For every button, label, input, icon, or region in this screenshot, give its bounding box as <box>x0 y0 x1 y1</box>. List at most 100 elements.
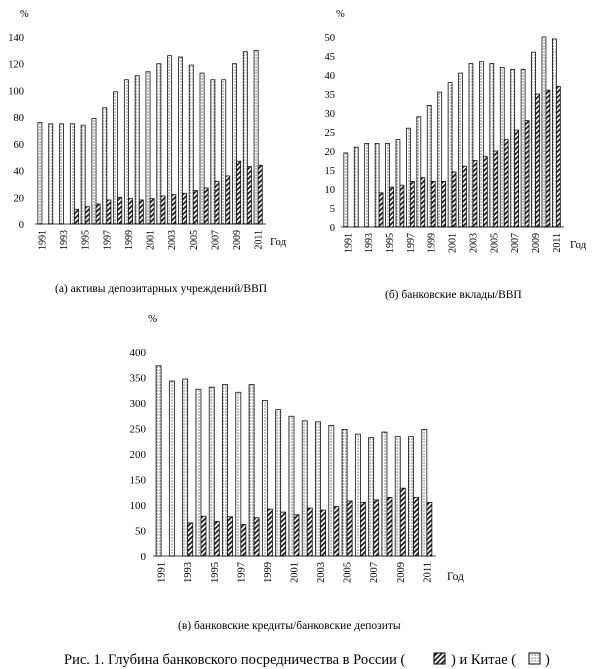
bar-russia <box>399 184 405 228</box>
bar-russia <box>413 496 419 557</box>
bar-china <box>91 118 97 225</box>
chart-panel-b: 0 5 10 15 20 25 30 35 40 45 50% Год (б) банковские в… <box>325 9 587 301</box>
bar-russia <box>280 511 287 557</box>
bar-russia <box>378 192 384 228</box>
bar-russia <box>386 496 393 557</box>
bar-russia <box>441 180 447 228</box>
y-axis-unit: % <box>336 9 345 20</box>
bar-russia <box>246 166 252 225</box>
x-tick-label: 1991 <box>157 562 168 583</box>
x-tick-label: 1993 <box>364 233 375 253</box>
x-tick-label: 2009 <box>396 562 407 583</box>
x-tick-label: 2003 <box>468 233 479 253</box>
x-tick-label: 2003 <box>167 230 178 250</box>
bar-russia <box>240 523 247 557</box>
bar-china <box>510 68 516 228</box>
y-tick-label: 0 <box>141 551 147 563</box>
x-tick-label: 2011 <box>552 233 563 253</box>
bar-china <box>395 139 401 228</box>
bar-russia <box>187 522 194 557</box>
bar-russia <box>482 156 488 228</box>
bar-russia <box>426 502 433 557</box>
bar-russia <box>95 203 101 225</box>
x-tick-label: 1997 <box>406 233 417 253</box>
y-tick-label: 50 <box>135 526 147 538</box>
x-tick-label: 2005 <box>343 562 354 583</box>
y-tick-label: 15 <box>325 166 336 177</box>
x-tick-label: 2005 <box>189 230 200 250</box>
bar-china <box>145 71 151 225</box>
bar-russia <box>236 160 242 225</box>
bar-russia <box>74 208 79 225</box>
bar-china <box>182 378 189 557</box>
legend-china-icon <box>528 652 541 665</box>
bar-china <box>208 386 215 557</box>
x-tick-label: 2007 <box>369 562 380 583</box>
x-tick-label: 1991 <box>37 230 48 250</box>
y-tick-label: 40 <box>14 167 25 178</box>
chart-panel-a: 0 20 40 60 80 100 120 140% Год (а) активы депозит… <box>8 9 286 295</box>
bar-russia <box>493 150 499 228</box>
x-tick-label: 1999 <box>263 562 274 583</box>
bar-china <box>341 429 348 557</box>
bar-china <box>552 38 557 228</box>
bar-china <box>195 388 202 557</box>
caption-mid: ) и Китае ( <box>451 652 516 668</box>
bar-russia <box>389 186 394 228</box>
bar-china <box>531 51 536 228</box>
y-tick-label: 80 <box>14 113 25 124</box>
x-tick-label: 2007 <box>510 233 521 253</box>
bar-china <box>80 124 86 225</box>
bar-china <box>437 91 443 228</box>
panel-title: (в) банковские кредиты/банковские депози… <box>178 620 401 632</box>
bar-china <box>221 79 227 225</box>
caption-end: ) <box>545 652 550 668</box>
bar-russia <box>545 89 551 228</box>
y-tick-label: 0 <box>330 223 335 234</box>
bar-russia <box>399 487 406 557</box>
x-tick-label: 1999 <box>124 230 135 250</box>
figure-caption: Рис. 1. Глубина банковского посредничест… <box>64 652 405 668</box>
bar-china <box>541 36 547 228</box>
bar-russia <box>106 199 112 225</box>
bar-china <box>232 63 237 225</box>
y-tick-label: 300 <box>130 398 147 410</box>
y-tick-label: 35 <box>325 90 336 101</box>
bar-russia <box>535 93 540 228</box>
bar-china <box>301 420 308 557</box>
bar-russia <box>409 180 415 228</box>
x-tick-label: 2009 <box>531 233 542 253</box>
bar-china <box>374 142 380 228</box>
bar-china <box>381 431 388 557</box>
y-tick-label: 40 <box>325 71 336 82</box>
x-tick-label: 2001 <box>146 230 157 250</box>
bar-china <box>385 142 390 228</box>
y-axis-unit: % <box>148 313 157 325</box>
bar-russia <box>306 507 313 557</box>
bar-china <box>275 409 282 557</box>
y-tick-label: 120 <box>8 60 24 71</box>
bar-russia <box>171 194 177 225</box>
y-tick-label: 100 <box>130 500 147 512</box>
bar-russia <box>514 129 520 228</box>
bar-china <box>479 61 484 228</box>
x-tick-label: 2003 <box>316 562 327 583</box>
bar-china <box>242 51 248 225</box>
bar-china <box>364 142 370 228</box>
x-tick-label: 1993 <box>59 230 70 250</box>
bar-russia <box>555 86 561 228</box>
y-axis-unit: % <box>20 9 29 20</box>
y-tick-label: 100 <box>8 86 24 97</box>
y-tick-label: 20 <box>325 147 336 158</box>
bar-china <box>210 79 216 225</box>
bar-china <box>199 72 205 225</box>
bar-russia <box>182 192 188 225</box>
bar-russia <box>225 175 231 225</box>
bar-china <box>48 123 54 225</box>
x-tick-label: 2001 <box>448 233 459 253</box>
bar-china <box>416 116 422 228</box>
bar-russia <box>200 515 207 557</box>
bar-russia <box>214 180 220 225</box>
x-tick-label: 2005 <box>489 233 500 253</box>
y-tick-label: 20 <box>14 193 25 204</box>
